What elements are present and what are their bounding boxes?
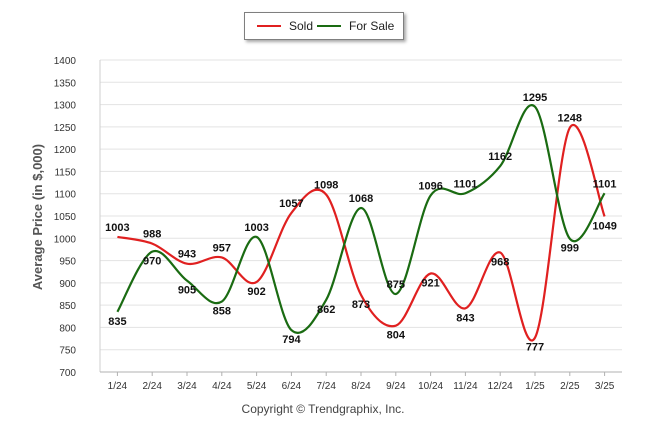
y-tick-label: 1250 xyxy=(54,123,77,134)
data-label-sold: 1049 xyxy=(592,220,616,232)
data-label-sold: 873 xyxy=(352,299,370,311)
data-label-for-sale: 858 xyxy=(213,306,231,318)
data-label-sold: 804 xyxy=(387,330,406,342)
data-label-sold: 1248 xyxy=(558,113,582,125)
y-tick-label: 1150 xyxy=(54,167,76,178)
y-axis: 700 750 800 850 900 950 1000 1050 1100 1150 1200 12… xyxy=(54,56,101,379)
series-line-sold xyxy=(117,123,606,342)
x-tick-label: 3/25 xyxy=(595,381,615,392)
data-label-sold: 921 xyxy=(421,277,439,289)
data-label-sold: 1057 xyxy=(279,198,303,210)
y-tick-label: 1350 xyxy=(54,78,77,89)
y-axis-label: Average Price (in $,000) xyxy=(30,144,45,290)
data-label-for-sale: 835 xyxy=(108,316,126,328)
data-label-sold: 843 xyxy=(456,312,474,324)
data-label-for-sale: 1068 xyxy=(349,193,373,205)
x-tick-label: 10/24 xyxy=(418,381,443,392)
legend-item-for-sale: For Sale xyxy=(317,13,394,39)
data-label-for-sale: 1003 xyxy=(244,222,268,234)
legend-label-sold: Sold xyxy=(289,19,314,33)
data-label-sold: 988 xyxy=(143,229,161,241)
grid-lines xyxy=(100,59,622,373)
series-line-for-sale xyxy=(116,104,606,334)
data-label-sold: 777 xyxy=(526,342,544,354)
y-tick-label: 1050 xyxy=(54,212,77,223)
x-tick-label: 9/24 xyxy=(386,381,406,392)
x-tick-label: 6/24 xyxy=(282,381,302,392)
y-tick-label: 1200 xyxy=(54,145,77,156)
y-tick-label: 700 xyxy=(59,368,76,379)
data-label-sold: 1098 xyxy=(314,180,338,192)
data-label-sold: 968 xyxy=(491,257,509,269)
y-tick-label: 850 xyxy=(59,301,76,312)
x-tick-label: 11/24 xyxy=(453,381,478,392)
y-tick-label: 1100 xyxy=(54,190,76,201)
data-label-for-sale: 794 xyxy=(282,334,301,346)
series-lines xyxy=(116,104,606,342)
x-tick-label: 4/24 xyxy=(212,381,232,392)
data-label-for-sale: 999 xyxy=(561,243,579,255)
data-label-for-sale: 970 xyxy=(143,256,161,268)
data-label-sold: 1003 xyxy=(105,222,129,234)
y-tick-label: 750 xyxy=(59,346,76,357)
y-tick-label: 1000 xyxy=(54,234,77,245)
data-label-for-sale: 1101 xyxy=(453,178,477,190)
y-tick-label: 1400 xyxy=(54,56,77,67)
x-tick-label: 12/24 xyxy=(488,381,513,392)
x-tick-label: 2/25 xyxy=(560,381,580,392)
x-tick-label: 8/24 xyxy=(351,381,371,392)
x-tick-label: 1/25 xyxy=(525,381,545,392)
x-tick-label: 7/24 xyxy=(316,381,336,392)
x-tick-label: 1/24 xyxy=(108,381,128,392)
y-tick-label: 900 xyxy=(59,279,76,290)
data-label-for-sale: 1096 xyxy=(418,180,442,192)
data-label-for-sale: 1101 xyxy=(593,178,617,190)
data-labels: 1003 988 943 957 902 1057 1098 873 804 921 843 968 7… xyxy=(105,92,617,354)
legend-swatch-sold xyxy=(257,25,281,27)
data-label-sold: 902 xyxy=(247,286,265,298)
x-tick-label: 5/24 xyxy=(247,381,267,392)
data-label-sold: 957 xyxy=(213,242,231,254)
data-label-sold: 943 xyxy=(178,249,196,261)
y-tick-label: 800 xyxy=(59,323,76,334)
x-tick-label: 3/24 xyxy=(177,381,197,392)
x-tick-label: 2/24 xyxy=(142,381,162,392)
y-tick-label: 1300 xyxy=(54,101,77,112)
data-label-for-sale: 1162 xyxy=(488,151,512,163)
data-label-for-sale: 875 xyxy=(387,279,405,291)
data-label-for-sale: 1295 xyxy=(523,92,547,104)
data-label-for-sale: 905 xyxy=(178,285,196,297)
x-axis: 1/24 2/24 3/24 4/24 5/24 6/24 7/24 8/24 9/24 10/2… xyxy=(100,371,622,392)
copyright-text: Copyright © Trendgraphix, Inc. xyxy=(241,402,405,416)
data-label-for-sale: 862 xyxy=(317,304,335,316)
y-tick-label: 950 xyxy=(59,257,76,268)
legend: Sold For Sale xyxy=(244,12,404,40)
legend-item-sold: Sold xyxy=(257,13,313,39)
legend-swatch-for-sale xyxy=(317,25,341,27)
legend-label-for-sale: For Sale xyxy=(349,19,395,33)
